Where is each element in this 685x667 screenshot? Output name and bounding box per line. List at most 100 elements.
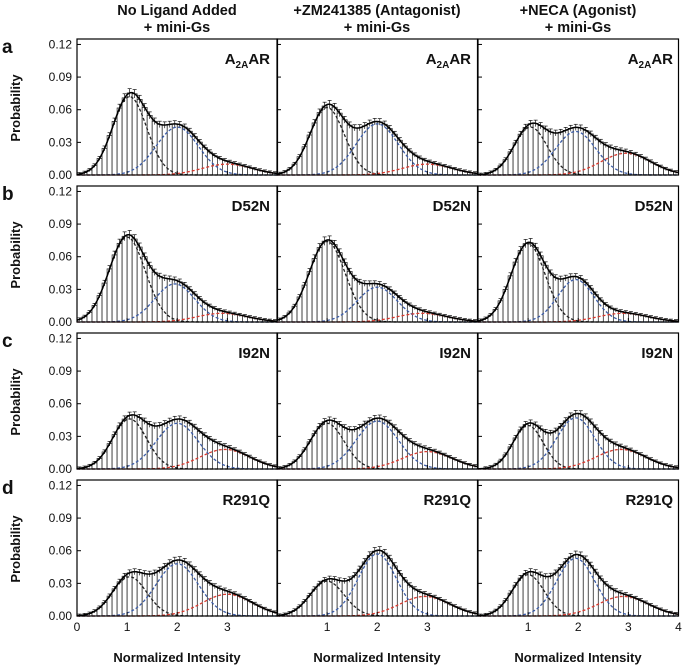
histogram-bar bbox=[638, 600, 644, 617]
histogram-bar bbox=[181, 420, 188, 470]
histogram-bar bbox=[351, 277, 358, 323]
histogram-bar bbox=[176, 124, 183, 176]
histogram-bar bbox=[628, 596, 634, 617]
histogram-bar bbox=[161, 566, 168, 617]
y-tick-label: 0.00 bbox=[49, 315, 73, 329]
histogram-bar bbox=[366, 420, 373, 470]
histogram-bar bbox=[547, 272, 554, 323]
histogram-bar bbox=[121, 575, 128, 617]
histogram-bar bbox=[552, 132, 559, 176]
histogram-bar bbox=[567, 128, 574, 176]
histogram-bar bbox=[331, 244, 338, 323]
histogram-bar bbox=[567, 415, 574, 470]
histogram-bar bbox=[126, 92, 133, 176]
protein-label-a-1-main: A bbox=[225, 51, 236, 68]
histogram-bar bbox=[396, 573, 403, 617]
histogram-bar bbox=[166, 420, 173, 470]
histogram-bar bbox=[196, 431, 203, 470]
histogram-bar bbox=[522, 424, 529, 470]
histogram-bar bbox=[166, 562, 173, 617]
histogram-bar bbox=[227, 447, 233, 470]
histogram-bar bbox=[156, 275, 163, 323]
histogram-bar bbox=[607, 587, 614, 617]
histogram-bar bbox=[512, 261, 519, 323]
panel-d-1: 0.00 0.03 0.06 0.09 0.12 0 1 2 3 bbox=[49, 478, 279, 634]
histogram-bar bbox=[623, 447, 629, 470]
histogram-bar bbox=[628, 152, 634, 176]
x-tick-label: 1 bbox=[124, 620, 131, 634]
histogram-bar bbox=[166, 124, 173, 176]
histogram-bar bbox=[572, 276, 579, 323]
histogram-bar bbox=[607, 147, 614, 176]
histogram-bar bbox=[592, 137, 599, 176]
histogram-bar bbox=[356, 127, 363, 176]
y-axis-title-c: Probability bbox=[8, 368, 23, 436]
histogram-bar bbox=[176, 281, 183, 323]
histogram-bar bbox=[396, 432, 403, 470]
histogram-bar bbox=[311, 258, 318, 323]
histogram-bar bbox=[638, 454, 644, 470]
histogram-bar bbox=[366, 122, 373, 176]
y-tick-label: 0.03 bbox=[49, 576, 73, 590]
histogram-bar bbox=[211, 441, 218, 470]
x-tick-label: 2 bbox=[374, 620, 381, 634]
protein-label-a-2-suffix: AR bbox=[449, 51, 471, 68]
protein-label-a-1: A2AAR bbox=[225, 51, 270, 71]
panel-c-3 bbox=[477, 332, 680, 470]
histogram-bar bbox=[532, 246, 539, 323]
row-label-b: b bbox=[2, 184, 14, 205]
y-tick-label: 0.12 bbox=[49, 184, 73, 198]
histogram-bar bbox=[361, 561, 368, 617]
y-tick-label: 0.09 bbox=[49, 511, 73, 525]
protein-label-b-2: D52N bbox=[433, 198, 471, 215]
histogram-bar bbox=[217, 158, 223, 176]
x-tick-label: 3 bbox=[224, 620, 231, 634]
histogram-bar bbox=[537, 574, 544, 617]
histogram-bar bbox=[227, 591, 233, 617]
protein-label-a-1-suffix: AR bbox=[248, 51, 270, 68]
histogram-bar bbox=[326, 239, 333, 323]
fit-total-curve bbox=[76, 233, 278, 322]
histogram-bar bbox=[376, 417, 383, 470]
histogram-bar bbox=[156, 425, 163, 470]
x-tick-label: 1 bbox=[324, 620, 331, 634]
histogram-bar bbox=[116, 107, 123, 176]
histogram-bar bbox=[437, 452, 443, 470]
fit-total-curve bbox=[76, 91, 278, 176]
histogram-bar bbox=[411, 443, 418, 470]
histogram-bar bbox=[427, 595, 433, 617]
histogram-bar bbox=[201, 302, 208, 323]
histogram-bar bbox=[376, 549, 383, 617]
histogram-bar bbox=[612, 443, 619, 470]
histogram-bar bbox=[366, 283, 373, 323]
x-axis-title-2: Normalized Intensity bbox=[313, 650, 441, 665]
fit-total-curve bbox=[477, 122, 679, 176]
column-title-2-line1: +ZM241385 (Antagonist) bbox=[293, 3, 460, 19]
fit-component-2-curve bbox=[277, 123, 478, 176]
histogram-bar bbox=[176, 418, 183, 470]
histogram-bar bbox=[336, 252, 343, 323]
histogram-bar bbox=[321, 240, 328, 323]
histogram-bar bbox=[401, 436, 408, 470]
histogram-bar bbox=[577, 555, 584, 617]
histogram-bar bbox=[211, 585, 218, 617]
histogram-bar bbox=[577, 127, 584, 176]
histogram-bar bbox=[386, 128, 393, 176]
y-tick-label: 0.00 bbox=[49, 609, 73, 623]
protein-label-a-3-suffix: AR bbox=[651, 51, 673, 68]
histogram-bar bbox=[522, 127, 529, 176]
histogram-bar bbox=[336, 424, 343, 470]
histogram-bar bbox=[567, 556, 574, 617]
protein-label-d-3: R291Q bbox=[625, 492, 673, 509]
histogram-bar bbox=[181, 561, 188, 617]
protein-label-b-1: D52N bbox=[232, 198, 270, 215]
y-tick-label: 0.06 bbox=[49, 250, 73, 264]
x-tick-label: 3 bbox=[625, 620, 632, 634]
histogram-bar bbox=[376, 121, 383, 176]
histogram-bar bbox=[623, 594, 629, 617]
histogram-bar bbox=[612, 148, 619, 176]
histogram-bar bbox=[371, 550, 378, 617]
histogram-bar bbox=[612, 590, 619, 617]
x-axis-title-3: Normalized Intensity bbox=[514, 650, 642, 665]
